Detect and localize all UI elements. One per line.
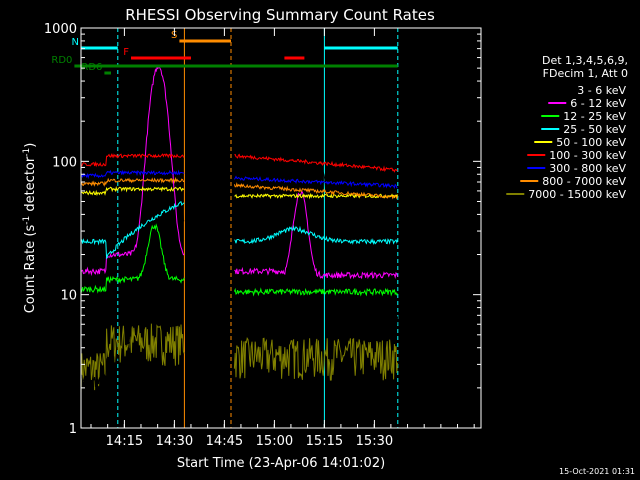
flag-label-0: N [72, 37, 79, 48]
x-tick-label-0: 14:15 [106, 434, 143, 449]
legend-label-5: 100 - 300 keV [549, 149, 626, 162]
legend-label-6: 300 - 800 keV [549, 162, 626, 175]
series-line-0-seg-0 [80, 83, 185, 393]
series-line-2-seg-0 [80, 223, 185, 294]
series-line-7-seg-0 [80, 176, 185, 187]
legend-label-2: 12 - 25 keV [563, 110, 626, 123]
series-line-1-seg-1 [234, 191, 399, 280]
series-line-2-seg-1 [233, 287, 399, 297]
plot-area: NSFRD0RD6 [51, 28, 399, 428]
legend-label-7: 800 - 7000 keV [542, 175, 626, 188]
x-tick-label-3: 15:00 [256, 434, 293, 449]
y-axis-label: Count Rate (s-1 detector-1) [22, 143, 38, 314]
legend-label-1: 6 - 12 keV [570, 97, 626, 110]
legend-header-1: FDecim 1, Att 0 [543, 67, 628, 80]
series-line-0-seg-1 [233, 157, 399, 334]
y-label-sup-1: -1 [22, 216, 32, 225]
legend-label-3: 25 - 50 keV [563, 123, 626, 136]
series-line-1-seg-0 [80, 66, 185, 277]
x-tick-label-4: 15:15 [306, 434, 343, 449]
y-label-part-1: Count Rate (s [23, 225, 38, 314]
x-tick-label-1: 14:30 [156, 434, 193, 449]
flag-label-5: RD0 [51, 55, 72, 66]
x-axis-label: Start Time (23-Apr-06 14:01:02) [177, 456, 385, 471]
x-tick-label-5: 15:30 [356, 434, 393, 449]
series-line-8-seg-1 [233, 337, 399, 381]
y-tick-label-0: 1 [69, 422, 77, 437]
series-line-6-seg-0 [80, 169, 185, 180]
y-tick-label-3: 1000 [44, 22, 77, 37]
x-tick-label-2: 14:45 [206, 434, 243, 449]
y-label-part-3: ) [23, 143, 38, 148]
series-line-3-seg-0 [80, 201, 185, 259]
series-line-8-seg-0 [80, 323, 185, 394]
y-tick-label-2: 100 [52, 155, 77, 170]
series-line-4-seg-1 [234, 192, 399, 200]
chart-title: RHESSI Observing Summary Count Rates [125, 6, 435, 24]
series-line-5-seg-1 [234, 153, 398, 173]
legend-label-8: 7000 - 15000 keV [528, 188, 626, 201]
series-line-5-seg-0 [80, 153, 185, 168]
timestamp: 15-Oct-2021 01:31 [559, 467, 635, 476]
y-label-part-2: detector [23, 156, 38, 216]
legend-label-0: 3 - 6 keV [577, 84, 626, 97]
flag-label-6: RD6 [81, 62, 102, 73]
legend-header-0: Det 1,3,4,5,6,9, [542, 54, 628, 67]
series-line-4-seg-0 [80, 185, 185, 197]
axes: 14:15 14:30 14:45 15:00 15:15 15:30 1 10 100 1000 [44, 22, 481, 449]
y-label-sup-2: -1 [22, 148, 32, 157]
series-line-7-seg-1 [233, 182, 399, 200]
y-tick-label-1: 10 [60, 289, 77, 304]
legend-label-4: 50 - 100 keV [556, 136, 626, 149]
series-line-6-seg-1 [233, 175, 398, 189]
legend: Det 1,3,4,5,6,9,FDecim 1, Att 0 3 - 6 keV… [506, 54, 628, 201]
flag-label-3: F [123, 47, 129, 58]
series-line-3-seg-1 [234, 225, 399, 245]
plot-frame [80, 27, 482, 429]
